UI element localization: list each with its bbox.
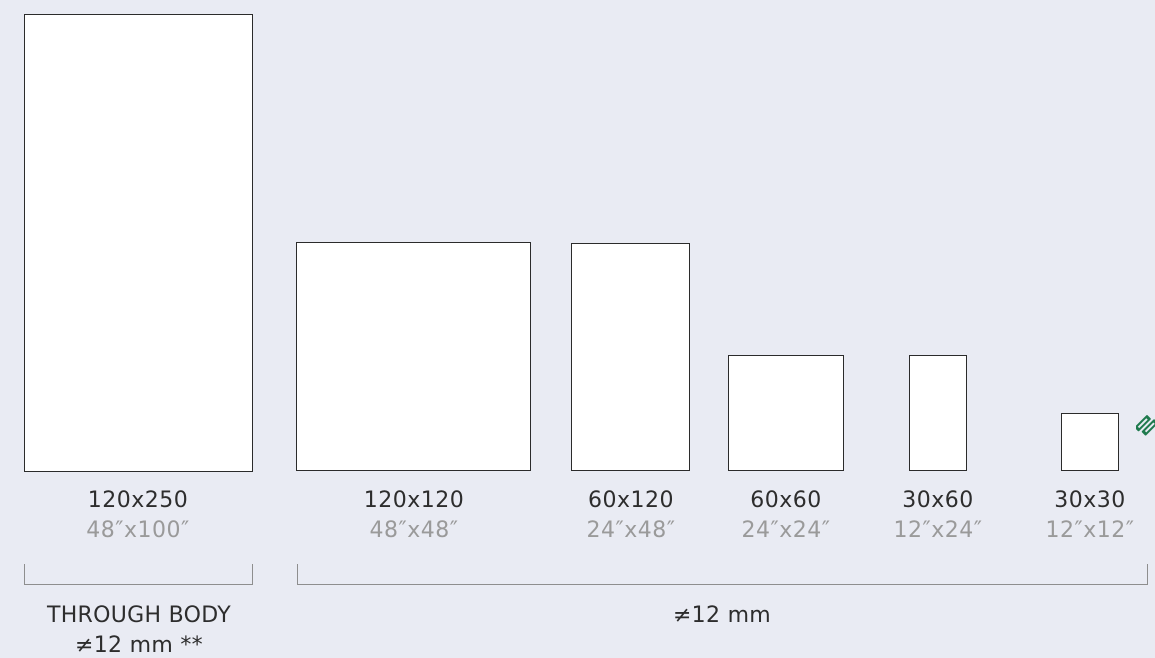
format-metric-label: 30x30 [1054,488,1126,513]
standard-formats-bracket [297,564,1148,585]
format-metric-label: 60x60 [750,488,822,513]
format-metric-label: 30x60 [902,488,974,513]
through-body-bracket [24,564,253,585]
tile-30x60 [909,355,967,471]
standard-thickness: ≠12 mm [672,603,772,628]
format-imperial-label: 24″x48″ [586,518,676,543]
tile-30x30 [1061,413,1119,471]
format-metric-label: 120x120 [363,488,465,513]
through-body-title: THROUGH BODY [46,603,232,628]
tile-120x120 [296,242,531,471]
format-imperial-label: 48″x48″ [369,518,459,543]
format-metric-label: 60x120 [587,488,674,513]
tile-60x60 [728,355,844,471]
format-imperial-label: 24″x24″ [741,518,831,543]
format-metric-label: 120x250 [87,488,189,513]
through-body-thickness: ≠12 mm ** [75,633,203,658]
tile-60x120 [571,243,690,471]
format-imperial-label: 12″x12″ [1045,518,1135,543]
tile-120x250 [24,14,253,472]
format-imperial-label: 48″x100″ [86,518,190,543]
brand-logo-icon [1136,415,1155,436]
format-imperial-label: 12″x24″ [893,518,983,543]
